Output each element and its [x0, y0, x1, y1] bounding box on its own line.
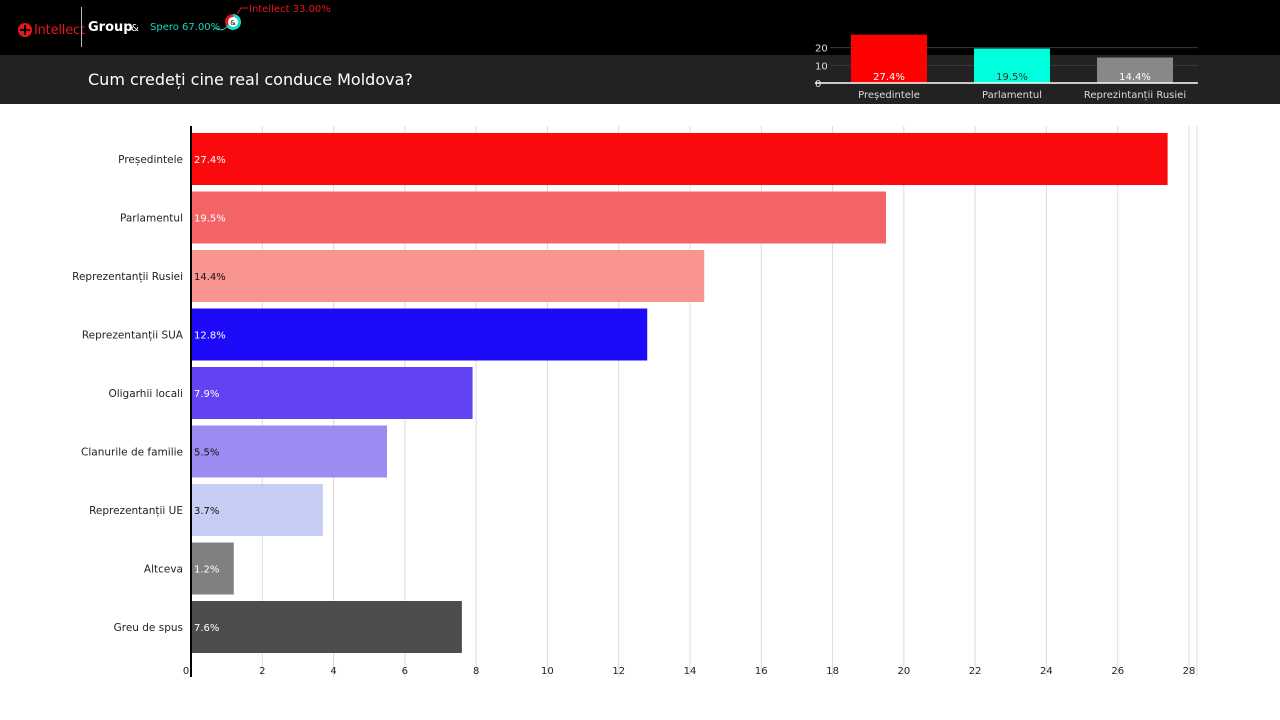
- bar: [191, 425, 388, 478]
- bar: [191, 542, 234, 595]
- pie-center-glyph: &: [230, 19, 236, 27]
- header-bar: [0, 0, 1280, 55]
- bar-value-label: 7.6%: [194, 623, 219, 634]
- x-tick-label: 18: [826, 666, 839, 677]
- x-tick-label: 12: [612, 666, 625, 677]
- category-label: Clanurile de familie: [81, 447, 183, 459]
- category-label: Oligarhii locali: [108, 388, 183, 400]
- bar: [191, 367, 473, 419]
- x-tick-label: 6: [402, 666, 408, 677]
- category-label: Reprezentanții UE: [89, 505, 183, 517]
- pie-label-spero: Spero 67.00%: [150, 22, 221, 33]
- bar: [191, 133, 1168, 185]
- bar-value-label: 7.9%: [194, 389, 219, 400]
- mini-bar: [1097, 57, 1173, 83]
- mini-y-tick-label: 10: [815, 61, 828, 72]
- bar: [191, 308, 648, 361]
- mini-category-label: Președintele: [858, 90, 920, 101]
- x-tick-label: 26: [1111, 666, 1124, 677]
- mini-pie-chart: &: [213, 7, 248, 31]
- bar-value-label: 5.5%: [194, 448, 219, 459]
- mini-bar-value-label: 19.5%: [996, 72, 1028, 83]
- x-tick-label: 4: [330, 666, 336, 677]
- category-label: Greu de spus: [114, 622, 183, 634]
- brand-primary: Intellect: [34, 22, 85, 38]
- x-tick-label: 14: [684, 666, 697, 677]
- mini-category-label: Reprezintanții Rusiei: [1084, 90, 1186, 101]
- x-tick-label: 8: [473, 666, 479, 677]
- mini-bar-value-label: 27.4%: [873, 72, 905, 83]
- brand-ampersand: &: [131, 23, 139, 34]
- bar-value-label: 19.5%: [194, 214, 226, 225]
- title-bar: [0, 55, 1280, 104]
- brand-logo: Intellect: [18, 20, 85, 40]
- mini-category-label: Parlamentul: [982, 90, 1042, 101]
- x-tick-label: 2: [259, 666, 265, 677]
- pie-leader-spero: [213, 26, 228, 31]
- mini-bar-chart: 0 10 20 27.4% Președintele 19.5% Parlamentul 14…: [815, 34, 1198, 101]
- category-label: Președintele: [118, 154, 183, 166]
- mini-y-tick-label: 20: [815, 44, 828, 55]
- bar-value-label: 1.2%: [194, 565, 219, 576]
- logo-cross-icon: [18, 23, 32, 37]
- bar: [191, 250, 705, 302]
- survey-question: Cum credeți cine real conduce Moldova?: [88, 70, 413, 89]
- bar-value-label: 27.4%: [194, 155, 226, 166]
- bar-value-label: 14.4%: [194, 272, 226, 283]
- bar-value-label: 3.7%: [194, 506, 219, 517]
- brand-group: Group: [88, 20, 133, 35]
- main-bar-chart: 0 2 4 6 8 10 12 14 16 18 20 22 24 26 2827.4%Președinte…: [72, 126, 1198, 677]
- x-tick-label: 28: [1183, 666, 1196, 677]
- x-tick-label: 22: [969, 666, 982, 677]
- x-tick-label: 0: [183, 666, 189, 677]
- mini-y-tick-label: 0: [815, 79, 821, 90]
- pie-label-intellect: Intellect 33.00%: [249, 4, 331, 15]
- category-label: Parlamentul: [120, 213, 183, 225]
- logo-divider: [81, 7, 82, 47]
- mini-bar: [974, 48, 1050, 83]
- pie-leader-intellect: [236, 7, 248, 15]
- bar: [191, 601, 462, 653]
- x-tick-label: 16: [755, 666, 768, 677]
- x-tick-label: 24: [1040, 666, 1053, 677]
- pie-center: [228, 17, 238, 27]
- bar: [191, 484, 323, 536]
- mini-bar-value-label: 14.4%: [1119, 72, 1151, 83]
- bar-value-label: 12.8%: [194, 331, 226, 342]
- x-tick-label: 20: [897, 666, 910, 677]
- category-label: Reprezentanții Rusiei: [72, 271, 183, 283]
- category-label: Altceva: [144, 564, 183, 576]
- x-tick-label: 10: [541, 666, 554, 677]
- bar: [191, 191, 887, 244]
- mini-bar: [851, 34, 927, 83]
- category-label: Reprezentanții SUA: [82, 330, 184, 342]
